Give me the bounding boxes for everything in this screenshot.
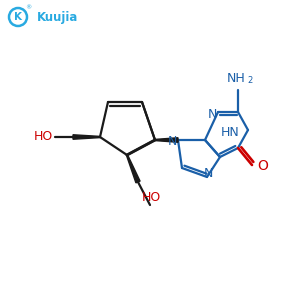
Text: N: N	[208, 108, 217, 121]
Text: N: N	[203, 167, 213, 180]
Text: HO: HO	[34, 130, 53, 143]
Polygon shape	[73, 135, 100, 139]
Text: 2: 2	[247, 76, 252, 85]
Text: K: K	[14, 12, 22, 22]
Text: ®: ®	[25, 5, 31, 10]
Text: HO: HO	[141, 191, 160, 204]
Text: HN: HN	[221, 126, 240, 139]
Text: NH: NH	[226, 72, 245, 85]
Text: O: O	[257, 159, 268, 173]
Text: N: N	[168, 135, 177, 148]
Text: Kuujia: Kuujia	[37, 11, 78, 23]
Polygon shape	[126, 155, 140, 183]
Polygon shape	[155, 138, 178, 142]
